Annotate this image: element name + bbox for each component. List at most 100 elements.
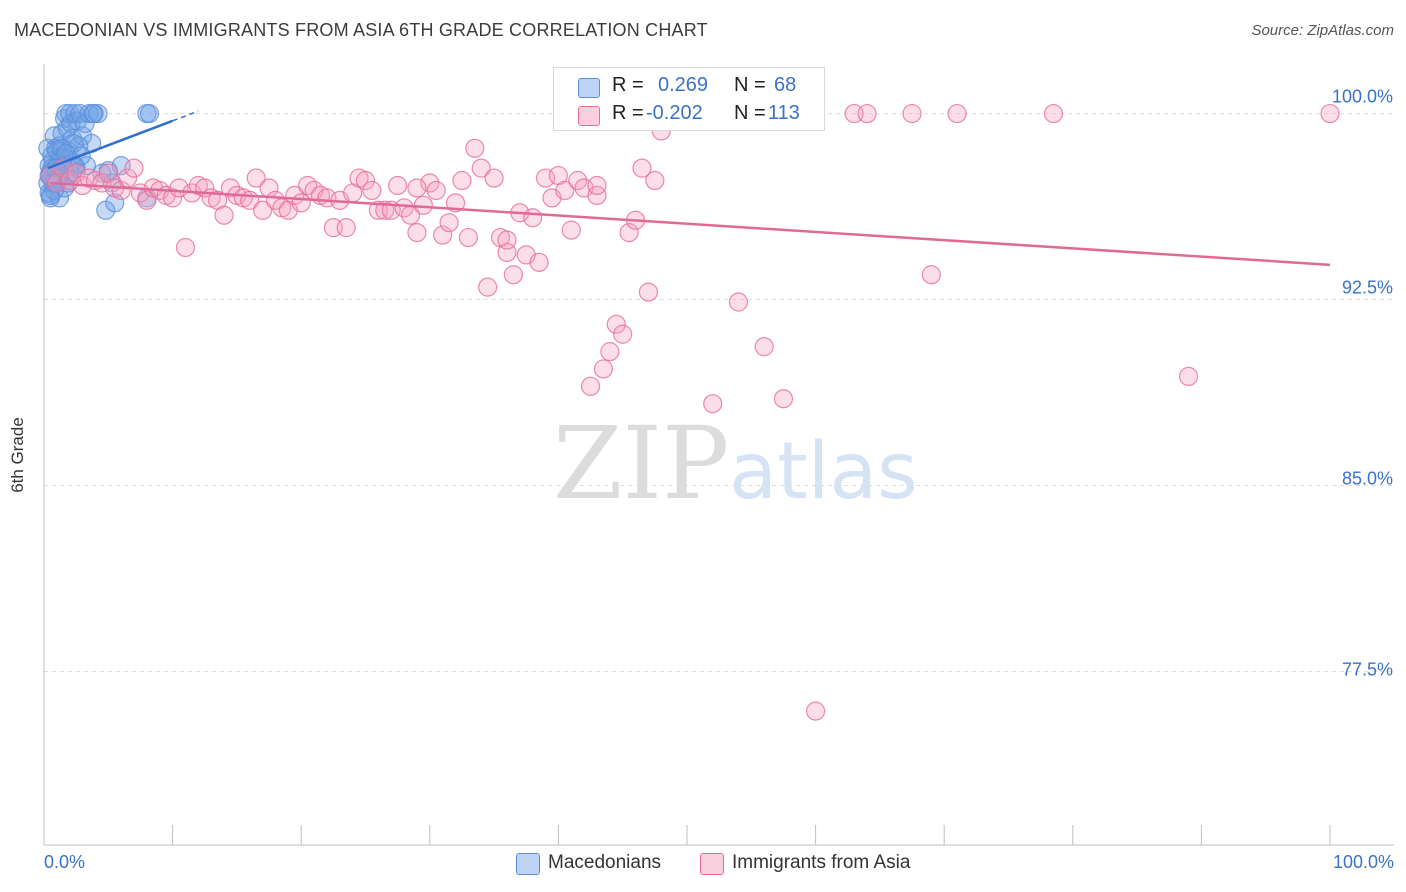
data-point-immigrant	[805, 701, 826, 721]
data-point-immigrant	[253, 200, 273, 220]
data-point-immigrant	[420, 173, 440, 193]
data-point-immigrant	[465, 138, 485, 158]
data-point-immigrant	[947, 103, 967, 124]
data-point-immigrant	[407, 222, 427, 243]
data-point-immigrant	[587, 185, 607, 206]
data-point-immigrant	[445, 193, 466, 213]
data-point-immigrant	[439, 213, 459, 233]
data-point-immigrant	[1320, 103, 1340, 124]
data-point-immigrant	[175, 237, 196, 258]
data-point-immigrant	[336, 218, 356, 238]
data-point-immigrant	[137, 190, 157, 210]
data-point-immigrant	[503, 265, 523, 285]
legend-swatch-pink	[700, 853, 724, 875]
data-point-immigrant	[728, 292, 749, 312]
data-point-immigrant	[555, 180, 575, 201]
y-tick-label: 77.5%	[1341, 659, 1393, 680]
data-point-immigrant	[407, 178, 427, 198]
data-point-immigrant	[921, 265, 941, 285]
data-point-immigrant	[619, 222, 639, 243]
correlation-stats-box: R = 0.269 N = 68 R = -0.202 N = 113	[553, 67, 825, 131]
data-point-macedonian	[60, 103, 80, 124]
trend-line-immigrants	[50, 181, 1331, 267]
data-point-immigrant	[754, 337, 774, 357]
trend-line-macedonians	[47, 119, 174, 170]
data-point-immigrant	[600, 342, 620, 362]
data-point-immigrant	[484, 168, 504, 188]
stats-n-value-blue: 68	[774, 74, 797, 96]
legend-label-macedonians: Macedonians	[548, 852, 662, 873]
data-point-immigrant	[773, 389, 794, 409]
data-point-immigrant	[388, 175, 408, 196]
data-point-macedonian	[139, 103, 160, 124]
data-point-immigrant	[529, 252, 549, 272]
data-point-immigrant	[298, 175, 318, 196]
data-point-macedonian	[105, 193, 125, 213]
data-point-immigrant	[857, 103, 877, 124]
data-point-immigrant	[124, 158, 144, 178]
stats-swatch-blue	[578, 78, 600, 98]
data-point-immigrant	[355, 170, 376, 191]
watermark-zip: ZIP	[553, 405, 730, 522]
data-point-immigrant	[902, 103, 922, 124]
stats-row-macedonians: R = 0.269 N = 68	[554, 74, 824, 102]
legend-label-immigrants: Immigrants from Asia	[732, 852, 911, 873]
stats-r-value-blue: 0.269	[658, 74, 709, 96]
data-point-immigrant	[246, 168, 266, 188]
data-point-immigrant	[606, 314, 626, 334]
legend-swatch-blue	[516, 853, 540, 875]
chart-title: MACEDONIAN VS IMMIGRANTS FROM ASIA 6TH G…	[14, 20, 708, 40]
data-point-immigrant	[362, 180, 382, 201]
data-point-immigrant	[163, 188, 183, 208]
y-tick-label: 85.0%	[1341, 468, 1393, 489]
watermark-atlas: atlas	[729, 427, 918, 517]
data-point-immigrant	[587, 175, 607, 196]
data-point-immigrant	[452, 170, 472, 191]
data-point-immigrant	[561, 220, 581, 240]
data-point-immigrant	[1178, 366, 1199, 386]
stats-r-label: R =	[612, 74, 644, 96]
stats-n-value-pink: 113	[768, 102, 800, 124]
data-point-immigrant	[638, 282, 659, 302]
data-point-macedonian	[83, 103, 103, 124]
data-point-immigrant	[471, 158, 491, 178]
chart-legend: Macedonians Immigrants from Asia	[0, 852, 1406, 878]
data-point-immigrant	[66, 163, 86, 183]
stats-n-label: N =	[734, 102, 766, 124]
data-point-immigrant	[220, 178, 241, 198]
stats-r-value-pink: -0.202	[646, 102, 703, 124]
data-point-immigrant	[111, 180, 131, 201]
trend-line-macedonians-extension	[172, 110, 199, 122]
data-point-macedonian	[88, 103, 108, 124]
data-point-immigrant	[426, 180, 446, 201]
data-point-immigrant	[580, 376, 601, 396]
data-point-macedonian	[67, 111, 88, 131]
data-point-immigrant	[478, 277, 498, 297]
data-point-immigrant	[523, 208, 543, 228]
y-tick-label: 100.0%	[1331, 86, 1393, 107]
data-point-immigrant	[703, 394, 723, 414]
data-point-macedonian	[76, 156, 97, 176]
data-point-immigrant	[632, 158, 652, 178]
data-point-immigrant	[1043, 103, 1064, 124]
x-tick-label-max: 100.0%	[1332, 852, 1394, 872]
data-point-immigrant	[497, 230, 517, 250]
x-tick-label-min: 0.0%	[44, 852, 86, 872]
data-point-immigrant	[613, 324, 633, 344]
data-point-immigrant	[433, 225, 453, 245]
stats-r-label: R =	[612, 102, 644, 124]
stats-row-immigrants: R = -0.202 N = 113	[554, 102, 824, 130]
data-point-immigrant	[568, 170, 588, 191]
data-point-immigrant	[593, 359, 614, 379]
data-point-immigrant	[394, 198, 414, 218]
data-point-macedonian	[40, 185, 61, 206]
data-point-immigrant	[645, 170, 665, 191]
data-point-immigrant	[458, 227, 478, 248]
stats-n-label: N =	[734, 74, 766, 96]
stats-swatch-pink	[578, 106, 600, 126]
data-point-immigrant	[214, 205, 234, 225]
watermark: ZIPatlas	[553, 405, 918, 522]
y-tick-label: 92.5%	[1341, 277, 1393, 298]
source-label: Source: ZipAtlas.com	[1251, 22, 1394, 39]
